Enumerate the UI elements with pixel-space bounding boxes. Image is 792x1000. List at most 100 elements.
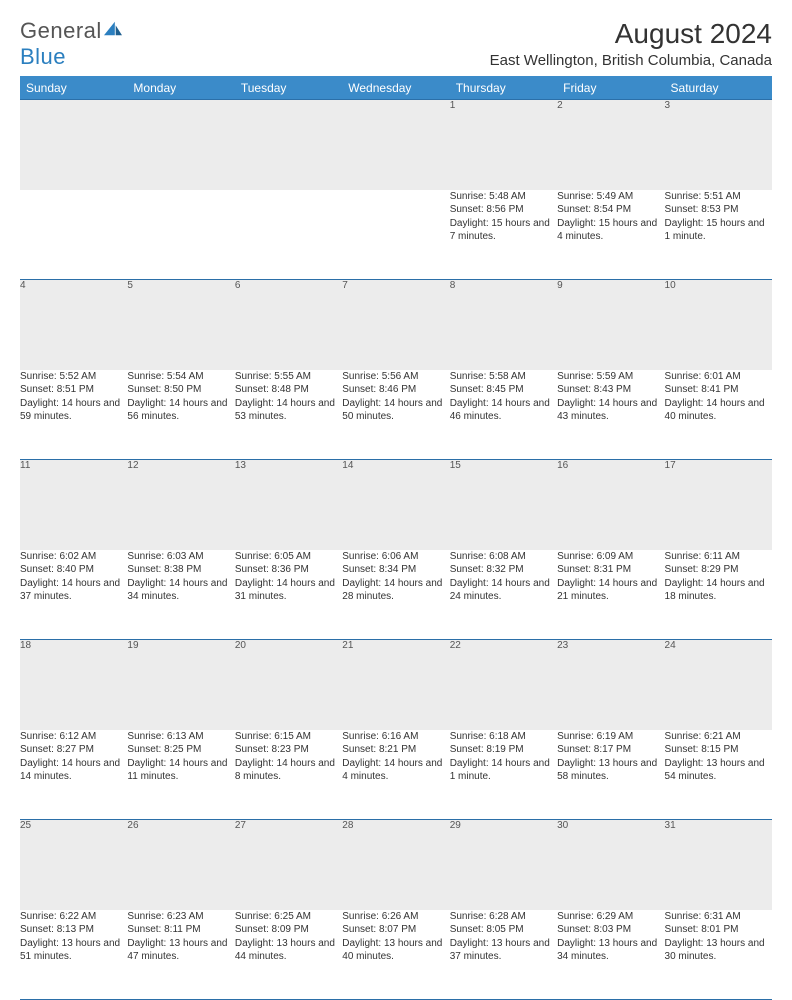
day-number-cell: 17 [665,460,772,550]
sunrise-line: Sunrise: 6:29 AM [557,910,664,924]
daylight-line: Daylight: 14 hours and 59 minutes. [20,397,127,424]
logo-sail-icon [102,20,124,38]
day-number-cell: 13 [235,460,342,550]
day-number-cell: 29 [450,820,557,910]
day-number-cell: 11 [20,460,127,550]
sunset-line: Sunset: 8:15 PM [665,743,772,757]
daylight-line: Daylight: 15 hours and 4 minutes. [557,217,664,244]
day-number-cell: 24 [665,640,772,730]
sunset-line: Sunset: 8:29 PM [665,563,772,577]
daynum-row: 18192021222324 [20,640,772,730]
day-number-cell: 21 [342,640,449,730]
day-detail-cell: Sunrise: 6:03 AMSunset: 8:38 PMDaylight:… [127,550,234,640]
sunset-line: Sunset: 8:41 PM [665,383,772,397]
sunset-line: Sunset: 8:36 PM [235,563,342,577]
day-detail-cell: Sunrise: 6:31 AMSunset: 8:01 PMDaylight:… [665,910,772,1000]
day-header: Wednesday [342,77,449,100]
calendar-body: 123Sunrise: 5:48 AMSunset: 8:56 PMDaylig… [20,100,772,1000]
sunrise-line: Sunrise: 6:06 AM [342,550,449,564]
detail-row: Sunrise: 6:12 AMSunset: 8:27 PMDaylight:… [20,730,772,820]
sunset-line: Sunset: 8:27 PM [20,743,127,757]
logo-part2: Blue [20,44,66,69]
daynum-row: 11121314151617 [20,460,772,550]
detail-row: Sunrise: 5:52 AMSunset: 8:51 PMDaylight:… [20,370,772,460]
day-header: Tuesday [235,77,342,100]
daylight-line: Daylight: 15 hours and 7 minutes. [450,217,557,244]
sunrise-line: Sunrise: 6:25 AM [235,910,342,924]
daylight-line: Daylight: 14 hours and 1 minute. [450,757,557,784]
day-detail-cell: Sunrise: 6:16 AMSunset: 8:21 PMDaylight:… [342,730,449,820]
sunset-line: Sunset: 8:13 PM [20,923,127,937]
daylight-line: Daylight: 14 hours and 18 minutes. [665,577,772,604]
sunset-line: Sunset: 8:21 PM [342,743,449,757]
day-number-cell: 25 [20,820,127,910]
detail-row: Sunrise: 6:22 AMSunset: 8:13 PMDaylight:… [20,910,772,1000]
sunrise-line: Sunrise: 5:52 AM [20,370,127,384]
day-header: Monday [127,77,234,100]
sunset-line: Sunset: 8:40 PM [20,563,127,577]
sunset-line: Sunset: 8:31 PM [557,563,664,577]
day-number-cell: 18 [20,640,127,730]
daylight-line: Daylight: 14 hours and 24 minutes. [450,577,557,604]
day-detail-cell: Sunrise: 6:02 AMSunset: 8:40 PMDaylight:… [20,550,127,640]
daylight-line: Daylight: 14 hours and 56 minutes. [127,397,234,424]
sunrise-line: Sunrise: 6:15 AM [235,730,342,744]
sunset-line: Sunset: 8:19 PM [450,743,557,757]
sunset-line: Sunset: 8:56 PM [450,203,557,217]
day-number-cell: 9 [557,280,664,370]
sunset-line: Sunset: 8:38 PM [127,563,234,577]
daylight-line: Daylight: 14 hours and 11 minutes. [127,757,234,784]
day-detail-cell: Sunrise: 6:05 AMSunset: 8:36 PMDaylight:… [235,550,342,640]
day-detail-cell: Sunrise: 6:25 AMSunset: 8:09 PMDaylight:… [235,910,342,1000]
sunrise-line: Sunrise: 6:13 AM [127,730,234,744]
sunrise-line: Sunrise: 6:21 AM [665,730,772,744]
daylight-line: Daylight: 13 hours and 30 minutes. [665,937,772,964]
header: General Blue August 2024 East Wellington… [20,18,772,70]
day-detail-cell: Sunrise: 6:23 AMSunset: 8:11 PMDaylight:… [127,910,234,1000]
day-number-cell: 19 [127,640,234,730]
day-number-cell: 20 [235,640,342,730]
day-detail-cell: Sunrise: 6:18 AMSunset: 8:19 PMDaylight:… [450,730,557,820]
sunrise-line: Sunrise: 6:09 AM [557,550,664,564]
sunset-line: Sunset: 8:54 PM [557,203,664,217]
daylight-line: Daylight: 13 hours and 37 minutes. [450,937,557,964]
sunset-line: Sunset: 8:23 PM [235,743,342,757]
day-number-cell: 12 [127,460,234,550]
day-header-row: Sunday Monday Tuesday Wednesday Thursday… [20,77,772,100]
day-number-cell: 28 [342,820,449,910]
daylight-line: Daylight: 13 hours and 44 minutes. [235,937,342,964]
sunset-line: Sunset: 8:32 PM [450,563,557,577]
day-detail-cell: Sunrise: 6:26 AMSunset: 8:07 PMDaylight:… [342,910,449,1000]
day-detail-cell: Sunrise: 5:51 AMSunset: 8:53 PMDaylight:… [665,190,772,280]
daylight-line: Daylight: 15 hours and 1 minute. [665,217,772,244]
sunrise-line: Sunrise: 6:28 AM [450,910,557,924]
day-detail-cell: Sunrise: 6:01 AMSunset: 8:41 PMDaylight:… [665,370,772,460]
daylight-line: Daylight: 13 hours and 54 minutes. [665,757,772,784]
day-number-cell: 7 [342,280,449,370]
sunset-line: Sunset: 8:03 PM [557,923,664,937]
day-number-cell [127,100,234,190]
day-detail-cell [342,190,449,280]
day-detail-cell: Sunrise: 6:09 AMSunset: 8:31 PMDaylight:… [557,550,664,640]
sunrise-line: Sunrise: 6:31 AM [665,910,772,924]
sunrise-line: Sunrise: 5:49 AM [557,190,664,204]
daylight-line: Daylight: 14 hours and 53 minutes. [235,397,342,424]
sunset-line: Sunset: 8:34 PM [342,563,449,577]
detail-row: Sunrise: 5:48 AMSunset: 8:56 PMDaylight:… [20,190,772,280]
sunrise-line: Sunrise: 6:05 AM [235,550,342,564]
sunset-line: Sunset: 8:01 PM [665,923,772,937]
day-number-cell [20,100,127,190]
daylight-line: Daylight: 14 hours and 28 minutes. [342,577,449,604]
daynum-row: 25262728293031 [20,820,772,910]
sunrise-line: Sunrise: 5:51 AM [665,190,772,204]
sunset-line: Sunset: 8:11 PM [127,923,234,937]
daylight-line: Daylight: 14 hours and 43 minutes. [557,397,664,424]
day-number-cell: 26 [127,820,234,910]
daynum-row: 45678910 [20,280,772,370]
day-detail-cell: Sunrise: 6:13 AMSunset: 8:25 PMDaylight:… [127,730,234,820]
day-number-cell: 16 [557,460,664,550]
day-header: Saturday [665,77,772,100]
day-number-cell [342,100,449,190]
day-header: Sunday [20,77,127,100]
month-title: August 2024 [490,18,772,50]
